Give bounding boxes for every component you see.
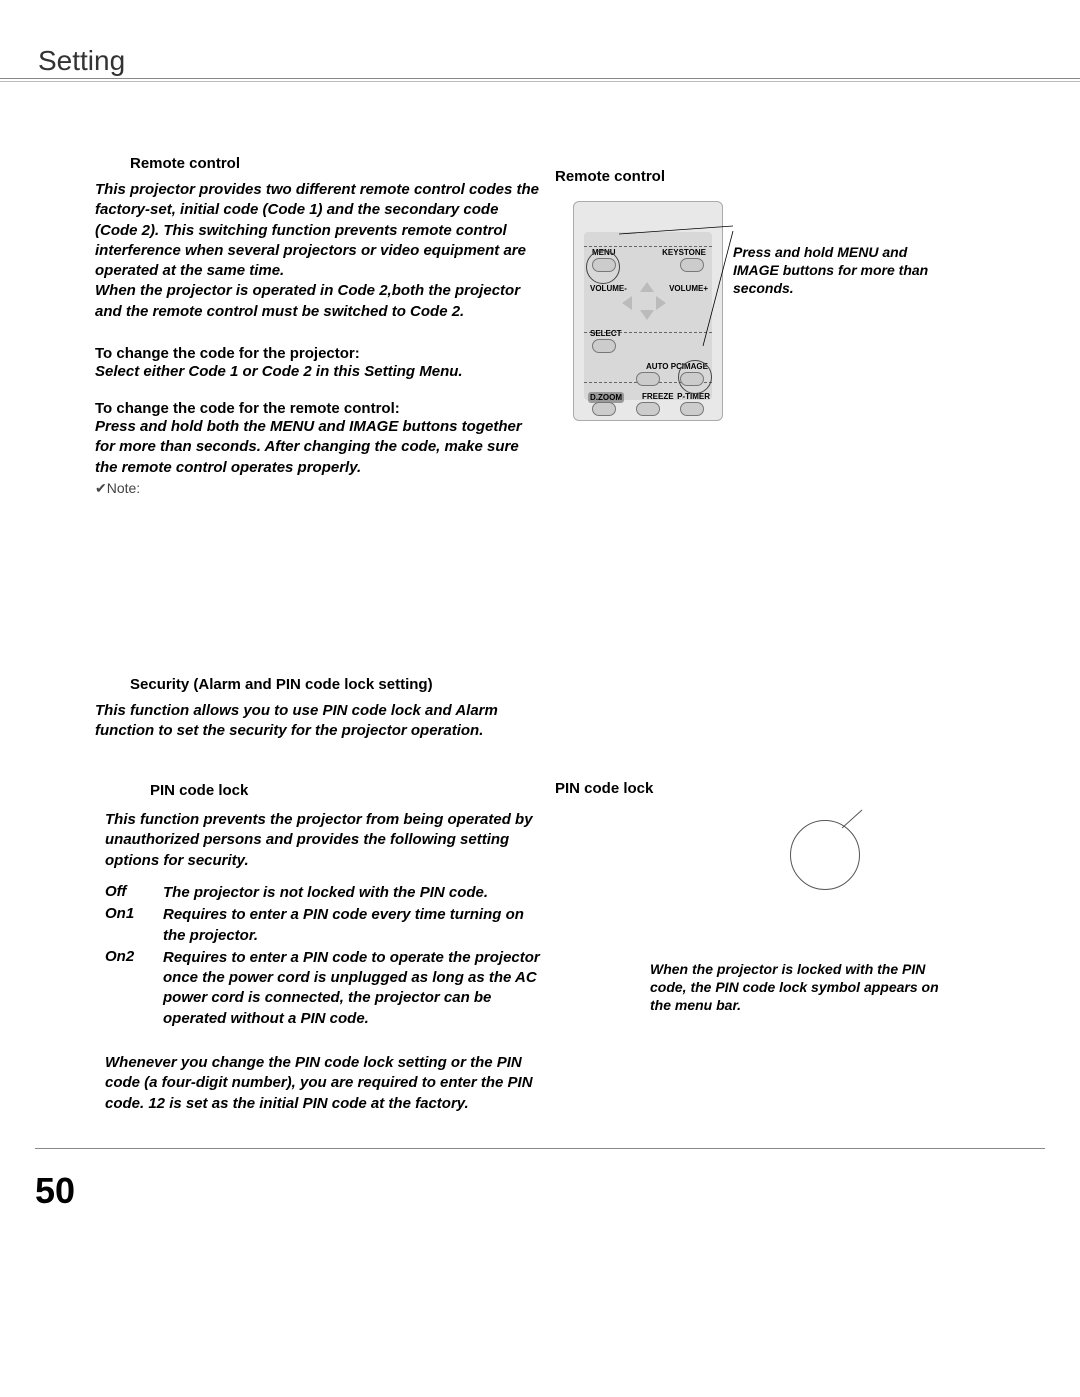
security-heading: Security (Alarm and PIN code lock settin… xyxy=(130,676,545,693)
option-row: On2 Requires to enter a PIN code to oper… xyxy=(105,948,545,1029)
freeze-label: FREEZE xyxy=(642,392,674,401)
footer-rule xyxy=(35,1148,1045,1149)
option-def: Requires to enter a PIN code every time … xyxy=(163,905,545,946)
rule-line xyxy=(0,81,1080,82)
remote-caption: Press and hold MENU and IMAGE buttons fo… xyxy=(733,243,933,298)
security-body: This function allows you to use PIN code… xyxy=(95,701,545,742)
option-def: Requires to enter a PIN code to operate … xyxy=(163,948,545,1029)
option-def: The projector is not locked with the PIN… xyxy=(163,883,488,903)
remote-control-heading: Remote control xyxy=(130,155,545,172)
pin-tick-icon xyxy=(842,808,872,838)
pin-caption: When the projector is locked with the PI… xyxy=(650,960,950,1015)
note-label: ✔Note: xyxy=(95,480,140,496)
remote-diagram: MENU KEYSTONE VOLUME- VOLUME+ SELECT AUT… xyxy=(573,201,723,421)
option-term: On2 xyxy=(105,948,163,1029)
dzoom-button xyxy=(592,402,616,416)
remote-control-right-heading: Remote control xyxy=(555,168,1035,185)
volume-minus-label: VOLUME- xyxy=(590,284,627,293)
volume-plus-label: VOLUME+ xyxy=(669,284,708,293)
freeze-button xyxy=(636,402,660,416)
pin-code-body: This function prevents the projector fro… xyxy=(105,810,545,871)
ptimer-button xyxy=(680,402,704,416)
menu-highlight-icon xyxy=(586,250,620,284)
select-button xyxy=(592,339,616,353)
rule-line xyxy=(0,78,1080,79)
dashed-line xyxy=(584,246,712,247)
page-number: 50 xyxy=(35,1170,75,1212)
page-title: Setting xyxy=(38,45,125,77)
pin-footer-paragraph: Whenever you change the PIN code lock se… xyxy=(105,1053,545,1114)
up-arrow-icon xyxy=(640,282,654,292)
keystone-label: KEYSTONE xyxy=(662,248,706,257)
change-projector-heading: To change the code for the projector: xyxy=(95,345,545,362)
change-remote-body: Press and hold both the MENU and IMAGE b… xyxy=(95,417,545,478)
pin-code-lock-right-heading: PIN code lock xyxy=(555,780,1035,797)
autopc-label: AUTO PC xyxy=(646,362,682,371)
option-row: On1 Requires to enter a PIN code every t… xyxy=(105,905,545,946)
option-term: On1 xyxy=(105,905,163,946)
option-term: Off xyxy=(105,883,163,903)
pin-code-lock-heading: PIN code lock xyxy=(150,782,545,799)
change-remote-heading: To change the code for the remote contro… xyxy=(95,400,545,417)
left-arrow-icon xyxy=(622,296,632,310)
option-row: Off The projector is not locked with the… xyxy=(105,883,545,903)
select-label: SELECT xyxy=(590,329,622,338)
right-arrow-icon xyxy=(656,296,666,310)
image-highlight-icon xyxy=(678,360,712,394)
keystone-button xyxy=(680,258,704,272)
change-projector-body: Select either Code 1 or Code 2 in this S… xyxy=(95,362,545,382)
remote-paragraph-1: This projector provides two different re… xyxy=(95,180,545,281)
remote-paragraph-2: When the projector is operated in Code 2… xyxy=(95,281,545,322)
down-arrow-icon xyxy=(640,310,654,320)
autopc-button xyxy=(636,372,660,386)
